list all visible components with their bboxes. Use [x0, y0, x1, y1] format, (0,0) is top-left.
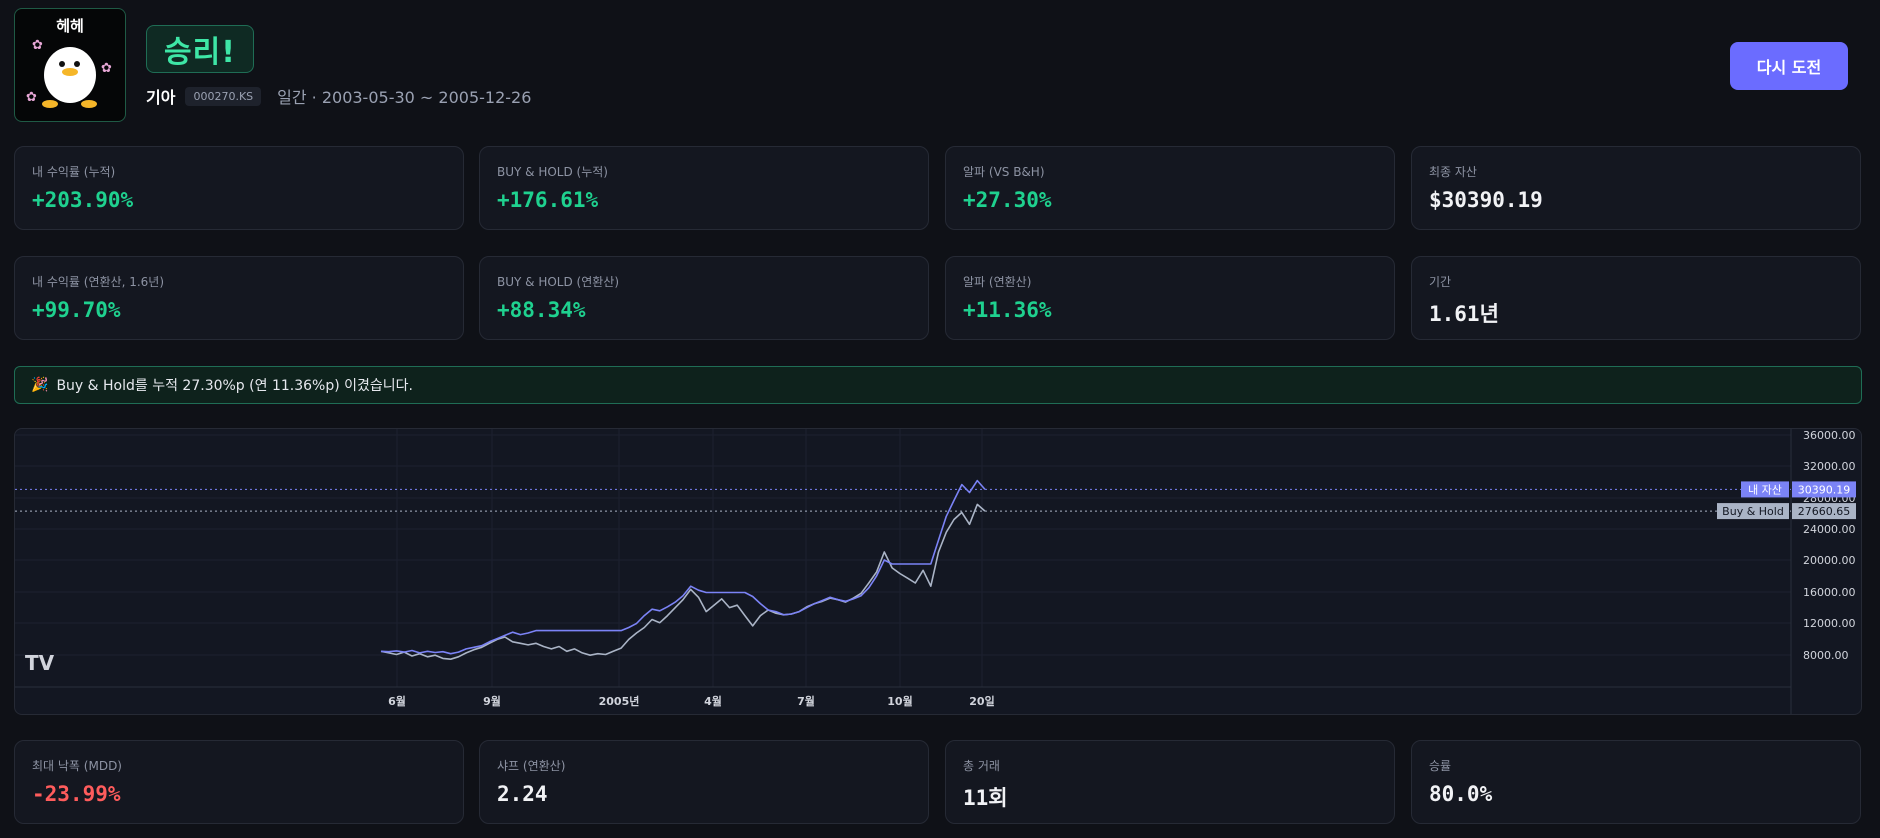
- stat-label: 내 수익률 (누적): [32, 165, 116, 179]
- stat-label: 알파 (연환산): [963, 275, 1032, 289]
- stat-card: 샤프 (연환산) 2.24: [479, 740, 929, 824]
- stat-card: 기간 1.61년: [1411, 256, 1861, 340]
- tradingview-icon: TV: [25, 651, 55, 675]
- series-name-label: 내 자산: [1748, 483, 1782, 496]
- equity-chart[interactable]: 8000.00 12000.00 16000.00 20000.00 24000.00 2…: [14, 428, 1862, 715]
- series-value-tag: [1792, 481, 1856, 498]
- stat-value: 11회: [963, 786, 1008, 810]
- series-value-label: 27660.65: [1798, 505, 1851, 518]
- stat-card: 최대 낙폭 (MDD) -23.99%: [14, 740, 464, 824]
- stat-value: 2.24: [497, 782, 548, 806]
- stock-name: 기아: [146, 88, 176, 107]
- ticker-badge: 000270.KS: [185, 86, 262, 106]
- stat-card: 최종 자산 $30390.19: [1411, 146, 1861, 230]
- series-value-tag: [1792, 503, 1856, 520]
- banner-text: Buy & Hold를 누적 27.30%p (연 11.36%p) 이겼습니다…: [56, 378, 413, 394]
- stat-label: BUY & HOLD (연환산): [497, 275, 620, 289]
- stat-label: 최종 자산: [1429, 165, 1477, 179]
- stat-value: +176.61%: [497, 188, 599, 212]
- stat-value: +27.30%: [963, 188, 1052, 212]
- x-tick-label: 2005년: [599, 694, 640, 708]
- y-tick-label: 32000.00: [1803, 460, 1856, 473]
- x-tick-label: 20일: [969, 694, 994, 708]
- stat-label: 승률: [1429, 759, 1452, 773]
- series-value-label: 30390.19: [1798, 483, 1851, 496]
- x-tick-label: 4월: [704, 694, 722, 708]
- y-tick-label: 24000.00: [1803, 523, 1856, 536]
- duck-mascot-icon: ✿ ✿ ✿: [26, 38, 112, 108]
- stat-value: +88.34%: [497, 298, 586, 322]
- x-tick-label: 7월: [797, 694, 815, 708]
- stat-label: 최대 낙폭 (MDD): [32, 759, 122, 773]
- equity-chart-svg: 8000.00 12000.00 16000.00 20000.00 24000.00 2…: [15, 429, 1856, 714]
- period-range: 일간 · 2003-05-30 ~ 2005-12-26: [277, 88, 532, 107]
- x-tick-label: 10월: [887, 694, 912, 708]
- stock-info: 기아 000270.KS 일간 · 2003-05-30 ~ 2005-12-2…: [146, 84, 531, 108]
- x-tick-label: 6월: [388, 694, 406, 708]
- stat-card: 알파 (연환산) +11.36%: [945, 256, 1395, 340]
- stat-value: +203.90%: [32, 188, 134, 212]
- stat-value: +11.36%: [963, 298, 1052, 322]
- svg-text:✿: ✿: [32, 38, 43, 53]
- y-tick-label: 20000.00: [1803, 554, 1856, 567]
- stat-card: 내 수익률 (누적) +203.90%: [14, 146, 464, 230]
- stat-label: 샤프 (연환산): [497, 759, 566, 773]
- svg-text:✿: ✿: [101, 61, 112, 76]
- stat-value: 80.0%: [1429, 782, 1493, 806]
- stat-value: 1.61년: [1429, 302, 1499, 326]
- stat-card: 총 거래 11회: [945, 740, 1395, 824]
- stat-card: 내 수익률 (연환산, 1.6년) +99.70%: [14, 256, 464, 340]
- stat-card: 알파 (VS B&H) +27.30%: [945, 146, 1395, 230]
- series-name-tag: [1717, 503, 1789, 520]
- svg-text:✿: ✿: [26, 90, 37, 105]
- y-tick-label: 16000.00: [1803, 586, 1856, 599]
- buy-hold-line: [380, 503, 986, 660]
- result-badge: 승리!: [146, 25, 254, 73]
- stat-label: 내 수익률 (연환산, 1.6년): [32, 275, 165, 289]
- victory-banner: 🎉 Buy & Hold를 누적 27.30%p (연 11.36%p) 이겼습…: [14, 366, 1862, 404]
- y-tick-label: 36000.00: [1803, 429, 1856, 442]
- y-tick-label: 8000.00: [1803, 649, 1849, 662]
- y-tick-label: 12000.00: [1803, 617, 1856, 630]
- mascot-avatar: 헤헤 ✿ ✿ ✿: [14, 8, 126, 122]
- result-header: 헤헤 ✿ ✿ ✿ 승리! 기아 000270.KS 일간 · 2003-05-3…: [14, 8, 1864, 123]
- stat-value: $30390.19: [1429, 188, 1543, 212]
- stat-label: 총 거래: [963, 759, 1000, 773]
- stat-card: BUY & HOLD (연환산) +88.34%: [479, 256, 929, 340]
- retry-button[interactable]: 다시 도전: [1730, 42, 1848, 90]
- stat-card: BUY & HOLD (누적) +176.61%: [479, 146, 929, 230]
- stat-value: -23.99%: [32, 782, 121, 806]
- stat-label: 기간: [1429, 275, 1452, 289]
- stat-card: 승률 80.0%: [1411, 740, 1861, 824]
- series-name-tag: [1741, 481, 1789, 498]
- series-name-label: Buy & Hold: [1722, 505, 1784, 518]
- x-tick-label: 9월: [483, 694, 501, 708]
- party-popper-icon: 🎉: [31, 377, 49, 393]
- stat-value: +99.70%: [32, 298, 121, 322]
- my-asset-line: [380, 479, 986, 655]
- avatar-caption: 헤헤: [56, 17, 84, 35]
- stat-label: 알파 (VS B&H): [963, 165, 1045, 179]
- stat-label: BUY & HOLD (누적): [497, 165, 608, 179]
